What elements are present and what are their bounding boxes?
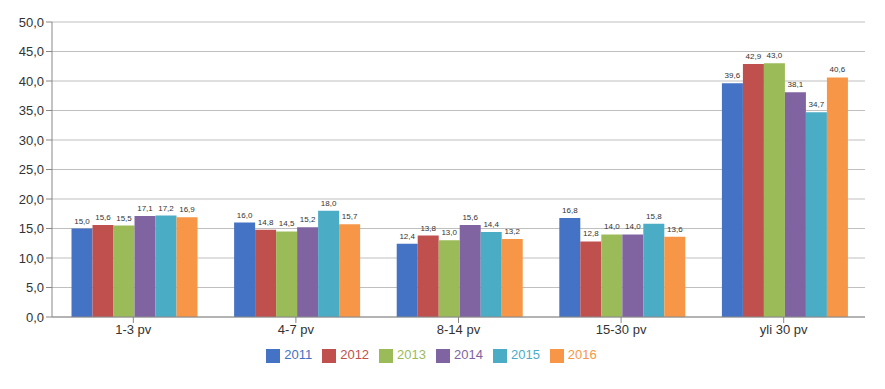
svg-text:12,4: 12,4: [399, 232, 415, 241]
html-text:2014: 2014: [454, 347, 483, 362]
svg-text:14,4: 14,4: [483, 220, 499, 229]
svg-text:16,9: 16,9: [179, 205, 195, 214]
svg-text:15,6: 15,6: [95, 213, 111, 222]
html-text:2013: 2013: [397, 347, 426, 362]
svg-text:12,8: 12,8: [583, 229, 599, 238]
svg-text:13,6: 13,6: [667, 225, 683, 234]
svg-text:38,1: 38,1: [788, 80, 804, 89]
svg-text:4-7 pv: 4-7 pv: [278, 322, 315, 337]
svg-text:14,0: 14,0: [625, 222, 641, 231]
svg-text:15,0: 15,0: [74, 217, 90, 226]
svg-text:15,5: 15,5: [116, 214, 132, 223]
svg-text:15,6: 15,6: [462, 213, 478, 222]
svg-text:17,1: 17,1: [137, 204, 153, 213]
svg-text:13,2: 13,2: [504, 227, 520, 236]
svg-text:20,0: 20,0: [19, 192, 44, 207]
svg-text:40,6: 40,6: [830, 65, 846, 74]
svg-text:15,0: 15,0: [19, 221, 44, 236]
svg-text:0,0: 0,0: [26, 310, 44, 325]
html-text:2012: 2012: [340, 347, 370, 362]
svg-text:14,5: 14,5: [279, 219, 295, 228]
svg-text:42,9: 42,9: [746, 52, 762, 61]
svg-text:15,2: 15,2: [300, 215, 316, 224]
svg-text:16,0: 16,0: [237, 211, 253, 220]
svg-text:34,7: 34,7: [809, 100, 825, 109]
svg-text:45,0: 45,0: [19, 44, 44, 59]
svg-text:13,8: 13,8: [420, 224, 436, 233]
svg-text:5,0: 5,0: [26, 280, 44, 295]
svg-text:35,0: 35,0: [19, 103, 44, 118]
svg-text:yli 30 pv: yli 30 pv: [760, 322, 808, 337]
svg-text:13,0: 13,0: [441, 228, 457, 237]
svg-text:15,7: 15,7: [342, 212, 358, 221]
html-text:2015: 2015: [510, 347, 540, 362]
svg-text:17,2: 17,2: [158, 204, 174, 213]
html-text:2016: 2016: [567, 347, 597, 362]
svg-text:14,8: 14,8: [258, 218, 274, 227]
svg-text:1-3 pv: 1-3 pv: [115, 322, 152, 337]
svg-text:30,0: 30,0: [19, 133, 44, 148]
svg-text:39,6: 39,6: [725, 71, 741, 80]
svg-text:25,0: 25,0: [19, 162, 44, 177]
html-text:2011: 2011: [284, 347, 313, 362]
svg-text:8-14 pv: 8-14 pv: [437, 322, 481, 337]
svg-text:15,8: 15,8: [646, 212, 662, 221]
svg-text:50,0: 50,0: [19, 15, 44, 30]
svg-text:40,0: 40,0: [19, 74, 44, 89]
svg-text:18,0: 18,0: [321, 199, 337, 208]
svg-text:10,0: 10,0: [19, 251, 44, 266]
svg-text:14,0: 14,0: [604, 222, 620, 231]
svg-text:43,0: 43,0: [767, 51, 783, 60]
svg-text:15-30 pv: 15-30 pv: [596, 322, 647, 337]
svg-text:16,8: 16,8: [562, 206, 578, 215]
